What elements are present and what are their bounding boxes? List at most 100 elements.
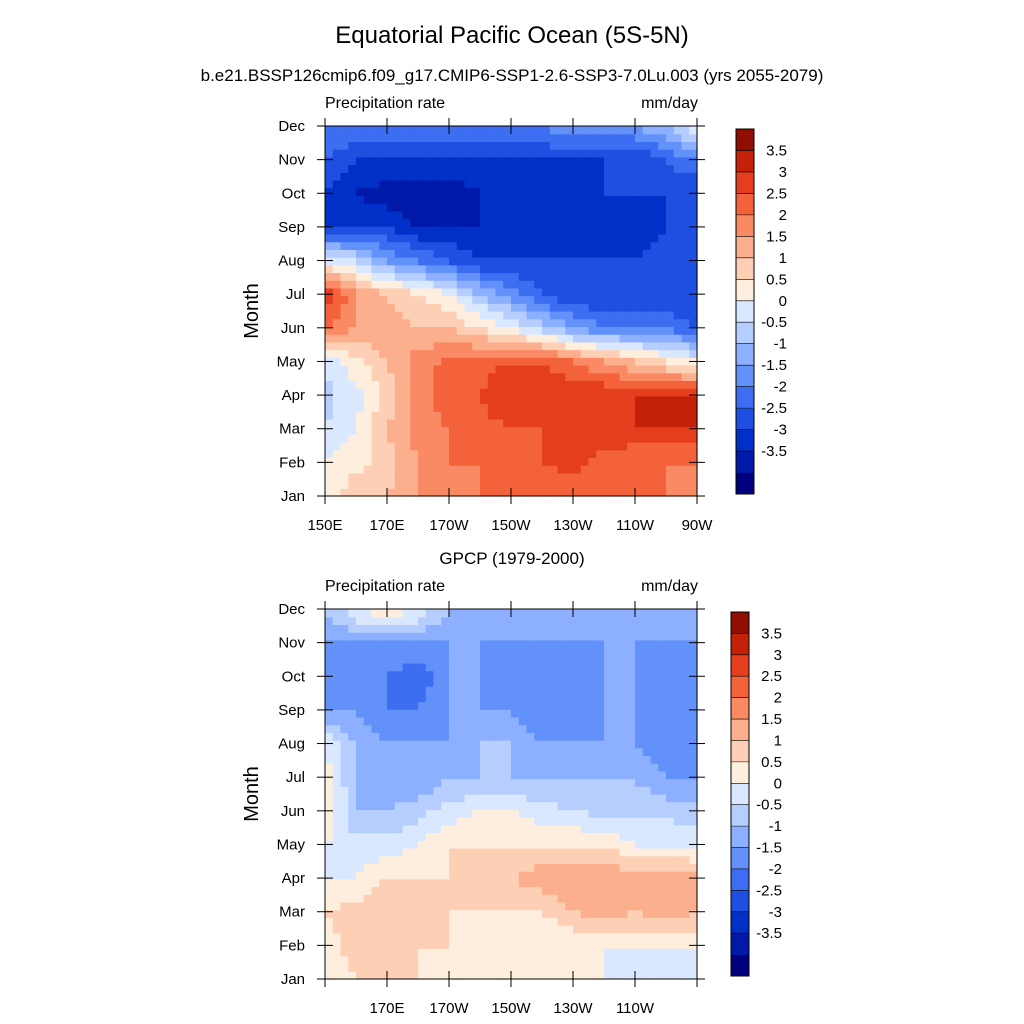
heatmap-cell <box>604 855 613 864</box>
heatmap-cell <box>332 909 342 918</box>
heatmap-cell <box>387 955 396 965</box>
heatmap-cell <box>371 925 380 934</box>
heatmap-cell <box>549 855 559 864</box>
colorbar-label: 0 <box>774 775 782 792</box>
heatmap-cell <box>526 241 535 250</box>
heatmap-cell <box>542 770 551 780</box>
heatmap-cell <box>456 318 466 328</box>
heatmap-cell <box>418 241 427 250</box>
heatmap-cell <box>611 403 621 412</box>
heatmap-cell <box>340 233 349 243</box>
heatmap-cell <box>534 701 543 710</box>
heatmap-cell <box>472 724 481 733</box>
heatmap-cell <box>449 824 458 834</box>
heatmap-cell <box>526 287 535 297</box>
heatmap-cell <box>325 364 334 374</box>
heatmap-cell <box>332 832 342 841</box>
heatmap-cell <box>449 909 458 918</box>
heatmap-cell <box>348 272 357 281</box>
heatmap-cell <box>557 955 566 965</box>
heatmap-cell <box>565 218 574 227</box>
heatmap-cell <box>619 295 628 304</box>
heatmap-cell <box>565 334 574 343</box>
heatmap-cell <box>549 411 559 420</box>
heatmap-cell <box>526 624 535 633</box>
heatmap-cell <box>495 349 504 358</box>
heatmap-cell <box>681 133 690 143</box>
heatmap-cell <box>356 349 365 358</box>
heatmap-cell <box>526 740 535 749</box>
heatmap-cell <box>456 639 466 649</box>
heatmap-cell <box>495 832 504 841</box>
heatmap-cell <box>387 203 396 212</box>
heatmap-cell <box>332 203 342 212</box>
colorbar-label: 2 <box>779 207 787 224</box>
heatmap-cell <box>666 709 675 718</box>
heatmap-cell <box>480 824 489 834</box>
heatmap-cell <box>325 418 334 428</box>
heatmap-cell <box>425 925 435 934</box>
heatmap-cell <box>464 925 473 934</box>
heatmap-cell <box>565 210 574 220</box>
heatmap-cell <box>619 364 628 374</box>
heatmap-cell <box>650 909 659 918</box>
heatmap-cell <box>340 334 349 343</box>
heatmap-cell <box>503 357 512 366</box>
heatmap-cell <box>402 233 411 243</box>
heatmap-cell <box>549 716 559 726</box>
heatmap-cell <box>487 287 497 297</box>
heatmap-cell <box>689 141 698 150</box>
heatmap-cell <box>418 280 427 289</box>
heatmap-cell <box>658 395 667 405</box>
heatmap-cell <box>449 878 458 888</box>
heatmap-cell <box>534 917 543 926</box>
heatmap-cell <box>325 426 334 435</box>
heatmap-cell <box>573 187 582 196</box>
heatmap-cell <box>348 280 357 289</box>
heatmap-cell <box>433 632 442 641</box>
heatmap-cell <box>379 809 388 818</box>
heatmap-cell <box>557 732 566 741</box>
heatmap-cell <box>480 840 489 849</box>
heatmap-cell <box>635 932 644 942</box>
heatmap-cell <box>542 886 551 895</box>
heatmap-cell <box>363 465 373 474</box>
heatmap-cell <box>332 632 342 641</box>
heatmap-cell <box>650 226 659 235</box>
heatmap-cell <box>495 670 504 679</box>
heatmap-cell <box>650 141 659 150</box>
heatmap-cell <box>379 449 388 459</box>
heatmap-cell <box>635 701 644 710</box>
heatmap-cell <box>666 662 675 672</box>
heatmap-cell <box>596 164 605 173</box>
heatmap-cell <box>588 855 597 864</box>
heatmap-cell <box>635 655 644 664</box>
heatmap-cell <box>456 233 466 243</box>
heatmap-cell <box>627 971 636 980</box>
heatmap-cell <box>394 971 404 980</box>
heatmap-cell <box>619 156 628 166</box>
heatmap-cell <box>433 480 442 489</box>
heatmap-cell <box>511 886 520 895</box>
heatmap-cell <box>635 940 644 949</box>
heatmap-cell <box>402 747 411 757</box>
heatmap-cell <box>666 832 675 841</box>
heatmap-cell <box>619 372 628 381</box>
heatmap-cell <box>518 172 528 181</box>
heatmap-cell <box>487 372 497 381</box>
heatmap-cell <box>596 616 605 626</box>
heatmap-cell <box>689 809 698 818</box>
heatmap-cell <box>433 886 442 895</box>
heatmap-cell <box>464 364 473 374</box>
heatmap-cell <box>573 609 582 618</box>
heatmap-cell <box>580 426 590 435</box>
heatmap-cell <box>534 257 543 266</box>
heatmap-cell <box>518 334 528 343</box>
heatmap-cell <box>371 747 380 757</box>
heatmap-cell <box>410 894 419 903</box>
heatmap-cell <box>534 925 543 934</box>
heatmap-cell <box>503 886 512 895</box>
heatmap-cell <box>348 832 357 841</box>
heatmap-cell <box>495 678 504 687</box>
heatmap-cell <box>518 465 528 474</box>
